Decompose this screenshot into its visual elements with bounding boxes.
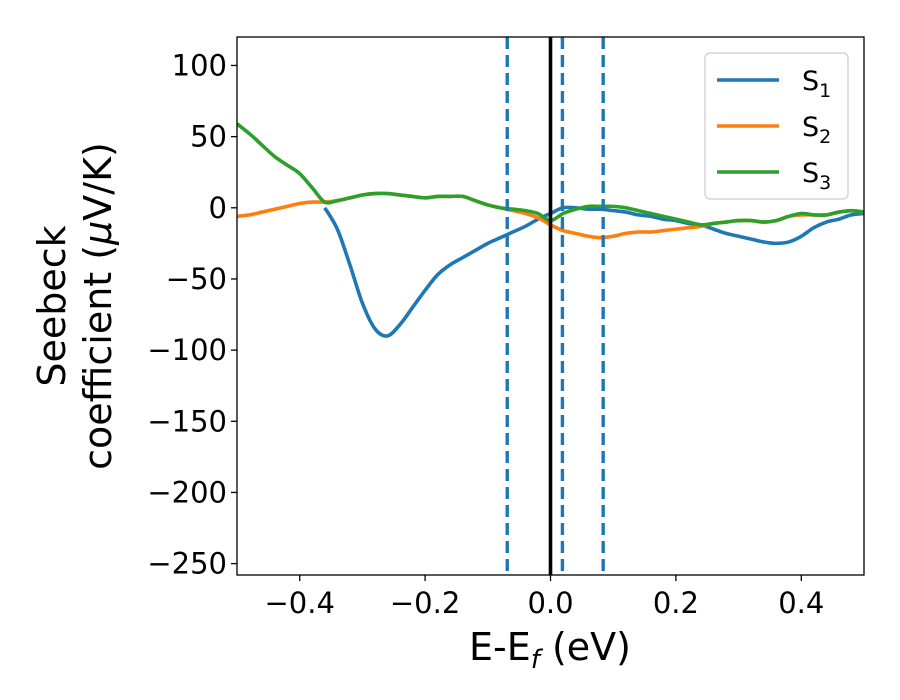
y-axis-label-coefficient: coefficient (: [76, 245, 120, 470]
legend-label-s1: S1: [802, 66, 831, 102]
y-tick-label: 0: [209, 191, 227, 225]
legend: S1 S2 S3: [704, 52, 849, 200]
y-tick-label: −150: [147, 404, 227, 438]
y-axis-label-line1: Seebeck: [30, 225, 74, 386]
x-axis-label: E-Ef (eV): [469, 625, 631, 675]
y-tick-label: 100: [172, 48, 227, 82]
x-tick-label: 0.4: [778, 586, 824, 620]
y-axis-label: Seebeck coefficient (μV/K): [30, 142, 120, 470]
y-axis-label-line2: coefficient (μV/K): [76, 142, 120, 470]
x-axis-label-main: E-E: [469, 625, 531, 669]
y-tick-label: 50: [190, 120, 227, 154]
y-axis-label-unit: V/K): [76, 142, 120, 221]
x-axis-label-unit: (eV): [540, 625, 631, 669]
series-line-s1: [323, 205, 864, 338]
legend-label-s2: S2: [802, 112, 831, 148]
y-axis-label-mu: μ: [76, 221, 120, 246]
legend-label-s3: S3: [802, 158, 831, 194]
x-tick-label: −0.2: [390, 586, 460, 620]
y-tick-label: −250: [147, 547, 227, 581]
y-tick-label: −100: [147, 333, 227, 367]
y-tick-label: −50: [166, 262, 227, 296]
x-tick-label: −0.4: [264, 586, 334, 620]
x-tick-label: 0.0: [527, 586, 573, 620]
y-tick-label: −200: [147, 475, 227, 509]
x-tick-label: 0.2: [653, 586, 699, 620]
